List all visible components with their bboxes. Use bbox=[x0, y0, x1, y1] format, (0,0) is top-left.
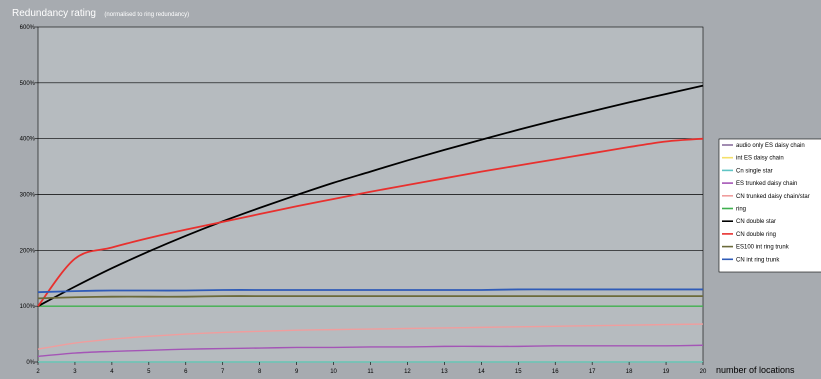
x-tick-label: 4 bbox=[110, 369, 114, 375]
x-tick-label: 18 bbox=[626, 369, 633, 375]
y-tick-label: 100% bbox=[20, 304, 36, 310]
chart-title: Redundancy rating (normalised to ring re… bbox=[12, 3, 189, 20]
x-tick-label: 15 bbox=[515, 369, 522, 375]
x-tick-label: 10 bbox=[330, 369, 337, 375]
y-tick-label: 600% bbox=[20, 25, 36, 31]
x-tick-label: 9 bbox=[295, 369, 299, 375]
series-line-9 bbox=[37, 288, 703, 294]
legend-label: CN trunked daisy chain/star bbox=[736, 194, 810, 200]
x-tick-label: 16 bbox=[552, 369, 559, 375]
x-axis-label: number of locations bbox=[716, 365, 795, 375]
chart-title-main: Redundancy rating bbox=[12, 8, 96, 19]
legend-label: audio only ES daisy chain bbox=[736, 143, 805, 149]
legend-label: CN int ring trunk bbox=[736, 257, 780, 263]
y-tick-label: 500% bbox=[20, 81, 36, 87]
axes: 0% 100% 200% 300% 400% 500% 600% 2 3 4 5 6 7 8 9 10 11 12… bbox=[20, 25, 707, 375]
legend: audio only ES daisy chain int ES daisy ch… bbox=[718, 138, 821, 273]
series-line-3 bbox=[37, 344, 704, 358]
y-tick-label: 300% bbox=[20, 193, 36, 199]
x-tick-label: 12 bbox=[404, 369, 411, 375]
series-line-4 bbox=[37, 323, 704, 350]
series-line-8 bbox=[37, 295, 703, 300]
legend-label: CN double ring bbox=[736, 232, 776, 238]
legend-box bbox=[718, 138, 821, 273]
x-tick-label: 14 bbox=[478, 369, 485, 375]
chart-subtitle: (normalised to ring redundancy) bbox=[104, 12, 189, 18]
x-tick-label: 3 bbox=[73, 369, 77, 375]
x-tick-label: 6 bbox=[184, 369, 188, 375]
x-tick-label: 7 bbox=[221, 369, 225, 375]
x-tick-label: 17 bbox=[589, 369, 596, 375]
x-tick-label: 11 bbox=[367, 369, 374, 375]
legend-label: int ES daisy chain bbox=[736, 156, 784, 162]
x-tick-label: 5 bbox=[147, 369, 151, 375]
legend-label: Cn single star bbox=[736, 168, 773, 174]
series-line-7 bbox=[37, 137, 704, 307]
series-line-6 bbox=[37, 84, 704, 307]
x-tick-label: 19 bbox=[663, 369, 670, 375]
legend-label: ES trunked daisy chain bbox=[736, 181, 797, 187]
legend-label: ring bbox=[736, 207, 746, 213]
x-tick-label: 8 bbox=[258, 369, 262, 375]
y-tick-label: 200% bbox=[20, 248, 36, 254]
y-tick-label: 0% bbox=[26, 360, 35, 366]
x-tick-label: 2 bbox=[36, 369, 40, 375]
y-tick-label: 400% bbox=[20, 137, 36, 143]
legend-label: CN double star bbox=[736, 219, 776, 225]
legend-label: ES100 int ring trunk bbox=[736, 245, 790, 251]
x-tick-label: 13 bbox=[441, 369, 448, 375]
x-tick-label: 20 bbox=[700, 369, 707, 375]
